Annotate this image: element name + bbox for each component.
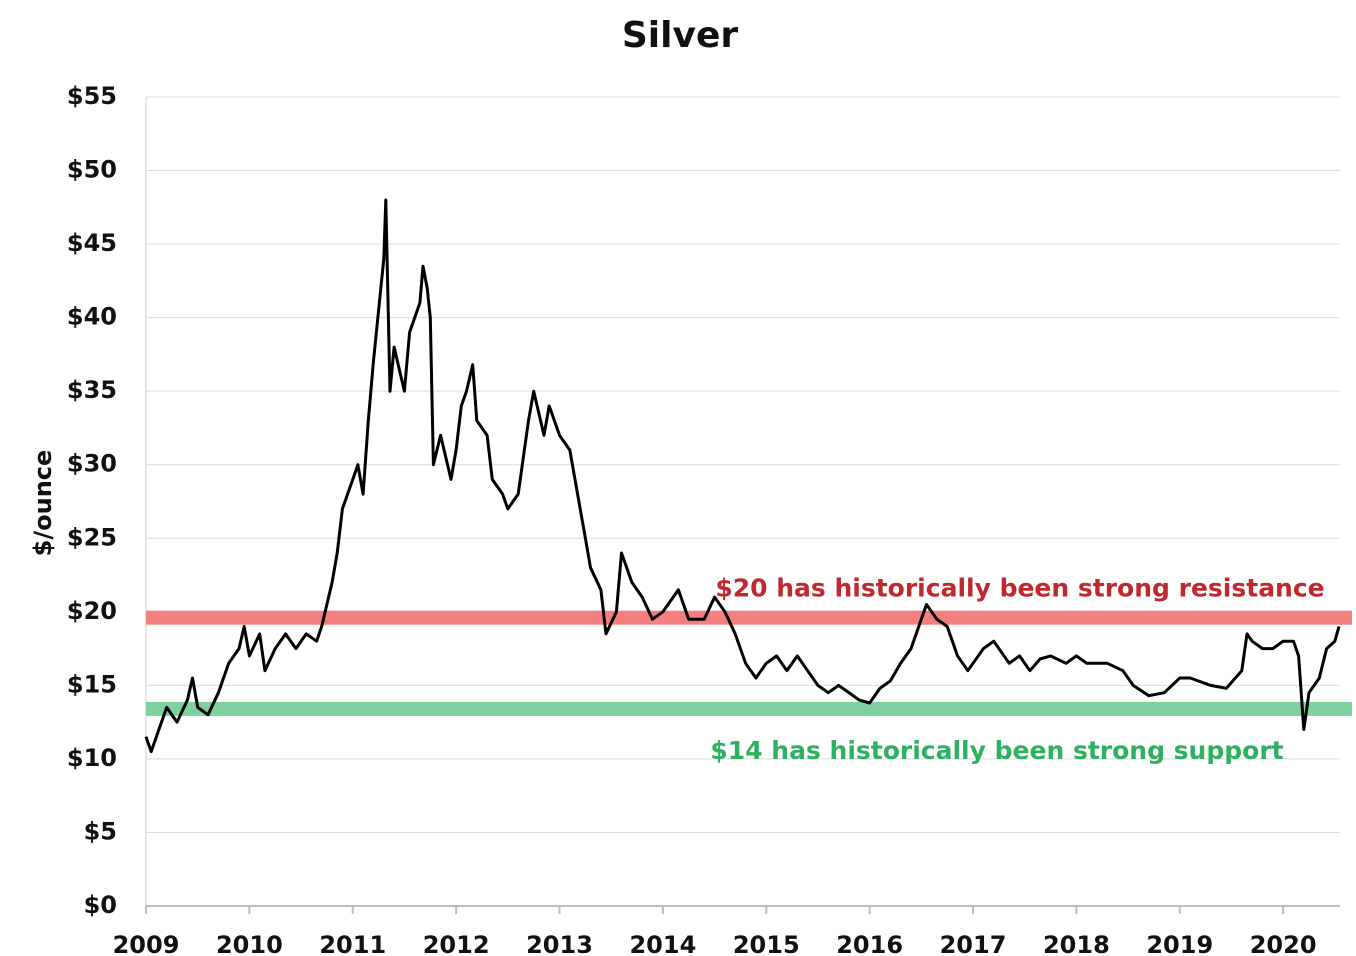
x-tick-label: 2012 [423,931,490,956]
x-tick-label: 2011 [319,931,386,956]
price-line [144,198,1341,754]
x-tick-label: 2018 [1043,931,1110,956]
band-annotation: $20 has historically been strong resista… [715,574,1324,603]
band [146,610,1352,625]
y-axis-label: $/ounce [29,450,57,557]
x-tick-label: 2019 [1146,931,1213,956]
y-tick-label: $30 [67,450,117,478]
y-tick-label: $5 [84,817,117,845]
y-tick-label: $35 [67,376,117,404]
y-tick-label: $0 [84,891,117,919]
y-tick-label: $10 [67,744,117,772]
y-tick-label: $45 [67,229,117,257]
x-tick-label: 2009 [113,931,180,956]
chart-title: Silver [622,15,738,56]
x-tick-label: 2016 [836,931,903,956]
x-tick-label: 2010 [216,931,283,956]
band [146,701,1352,716]
x-tick-label: 2020 [1250,931,1317,956]
y-tick-label: $50 [67,156,117,184]
y-tick-label: $20 [67,597,117,625]
x-tick-label: 2015 [733,931,800,956]
band-annotation: $14 has historically been strong support [710,736,1283,765]
x-tick-label: 2014 [629,931,696,956]
y-tick-label: $25 [67,523,117,551]
y-tick-label: $55 [67,82,117,110]
x-tick-label: 2017 [940,931,1007,956]
y-tick-label: $40 [67,303,117,331]
x-tick-label: 2013 [526,931,593,956]
y-tick-label: $15 [67,670,117,698]
